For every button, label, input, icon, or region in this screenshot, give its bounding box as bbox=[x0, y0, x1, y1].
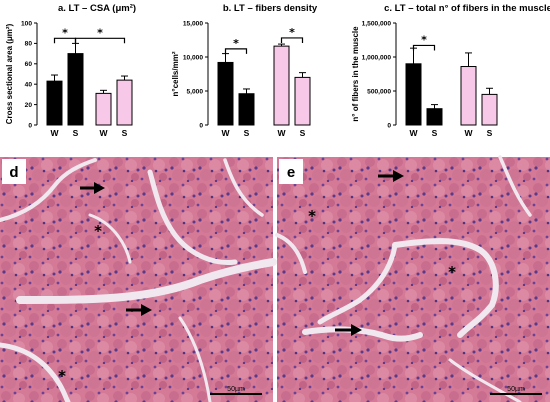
y-tick-label: 500,000 bbox=[367, 88, 391, 95]
y-tick-label: 15,000 bbox=[183, 20, 204, 27]
septum-gap bbox=[302, 326, 423, 342]
significance-label: * bbox=[62, 26, 68, 39]
bar bbox=[95, 92, 112, 126]
arrow-icon bbox=[351, 324, 362, 336]
x-category-label: S bbox=[300, 128, 306, 138]
bar bbox=[460, 66, 477, 126]
micrograph-d: * * d 50µm bbox=[0, 157, 277, 402]
x-category-label: S bbox=[244, 128, 250, 138]
y-tick-label: 0 bbox=[28, 122, 32, 129]
y-tick-label: 100 bbox=[21, 20, 32, 27]
septum-gap bbox=[0, 158, 97, 222]
bar bbox=[46, 80, 63, 126]
x-category-label: W bbox=[277, 128, 286, 138]
chart-a-csa: a. LT – CSA (μm²) 0 20 40 60 80 100 Cross secti… bbox=[5, 3, 136, 138]
micrograph-e-gaps bbox=[275, 155, 532, 402]
significance-label: * bbox=[233, 37, 239, 50]
x-category-label: W bbox=[221, 128, 230, 138]
micrograph-d-gaps bbox=[0, 158, 277, 402]
bar bbox=[116, 79, 133, 126]
arrow-icon bbox=[94, 182, 105, 194]
y-axis-label: Cross sectional area (μm²) bbox=[5, 23, 14, 124]
significance-label: * bbox=[97, 26, 103, 39]
x-category-label: S bbox=[122, 128, 128, 138]
scale-bar-label: 50µm bbox=[227, 386, 245, 393]
significance-label: * bbox=[289, 26, 295, 39]
septum-gap bbox=[178, 316, 212, 402]
y-tick-label: 40 bbox=[25, 82, 33, 89]
significance-bracket bbox=[74, 37, 126, 44]
bar bbox=[238, 93, 255, 126]
micrograph-e: * * e 50µm bbox=[275, 155, 550, 402]
micrograph-e-frame bbox=[277, 157, 550, 402]
scale-bar-label: 50µm bbox=[507, 386, 525, 393]
significance-bracket bbox=[224, 48, 248, 54]
arrow-icon bbox=[393, 170, 404, 182]
y-tick-label: 1,500,000 bbox=[362, 20, 392, 27]
asterisk-marker: * bbox=[448, 263, 456, 281]
bar bbox=[67, 53, 84, 126]
y-tick-label: 60 bbox=[25, 61, 33, 68]
y-tick-label: 10,000 bbox=[183, 54, 204, 61]
chart-b-density: b. LT – fibers density 0 5,000 10,000 15,000… bbox=[171, 3, 318, 138]
septum-gap bbox=[392, 238, 499, 338]
septum-gap bbox=[498, 155, 532, 217]
chart-title: a. LT – CSA (μm²) bbox=[58, 3, 136, 14]
septum-gap bbox=[223, 158, 264, 217]
chart-title: b. LT – fibers density bbox=[223, 3, 318, 14]
septum-gap bbox=[275, 233, 307, 274]
y-tick-label: 1,000,000 bbox=[362, 54, 392, 61]
y-tick-label: 20 bbox=[25, 102, 33, 109]
x-category-label: S bbox=[487, 128, 493, 138]
chart-title: c. LT – total n° of fibers in the muscle bbox=[384, 3, 550, 14]
y-axis-label: n° of fibers in the muscle bbox=[351, 26, 360, 122]
y-tick-label: 0 bbox=[387, 122, 391, 129]
septum-gap bbox=[317, 242, 398, 325]
bar bbox=[294, 76, 311, 126]
bar bbox=[405, 63, 422, 126]
y-axis-label: n°cells/mm² bbox=[171, 51, 180, 96]
x-category-label: W bbox=[464, 128, 473, 138]
asterisk-marker: * bbox=[58, 367, 66, 385]
bar bbox=[481, 93, 498, 126]
septum-gap bbox=[16, 258, 277, 304]
arrow-icon bbox=[141, 304, 152, 316]
bar bbox=[426, 108, 443, 126]
x-category-label: S bbox=[432, 128, 438, 138]
panel-letter-box bbox=[279, 159, 303, 184]
bar bbox=[217, 61, 234, 126]
panel-letter-d: d bbox=[9, 164, 18, 181]
x-category-label: W bbox=[50, 128, 59, 138]
chart-c-total-fibers: c. LT – total n° of fibers in the muscle… bbox=[351, 3, 550, 138]
septum-gap bbox=[147, 169, 238, 266]
panel-letter-e: e bbox=[287, 164, 295, 181]
x-category-label: S bbox=[73, 128, 79, 138]
septum-gap bbox=[0, 342, 71, 402]
asterisk-marker: * bbox=[94, 222, 102, 240]
panel-letter-box bbox=[2, 159, 26, 184]
significance-bracket bbox=[280, 37, 304, 43]
y-tick-label: 80 bbox=[25, 41, 33, 48]
asterisk-marker: * bbox=[308, 207, 316, 225]
y-tick-label: 0 bbox=[199, 122, 203, 129]
x-category-label: W bbox=[99, 128, 108, 138]
septum-gap bbox=[448, 358, 522, 402]
y-tick-label: 5,000 bbox=[186, 88, 203, 95]
significance-bracket bbox=[412, 44, 436, 51]
significance-label: * bbox=[421, 33, 427, 46]
x-category-label: W bbox=[409, 128, 418, 138]
bar bbox=[273, 45, 290, 126]
septum-gap bbox=[88, 213, 132, 264]
